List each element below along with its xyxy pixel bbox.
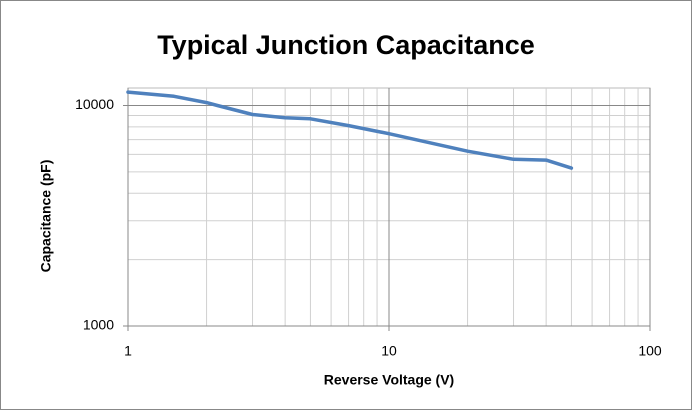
x-tick-label: 10: [381, 343, 397, 359]
x-axis-label: Reverse Voltage (V): [324, 372, 454, 388]
x-tick-label: 1: [124, 343, 132, 359]
data-line: [126, 90, 574, 170]
y-axis-label: Capacitance (pF): [38, 160, 54, 273]
x-tick-label: 100: [638, 343, 662, 359]
chart-title: Typical Junction Capacitance: [157, 30, 535, 60]
y-tick-label: 1000: [83, 317, 114, 333]
y-tick-label: 10000: [75, 96, 114, 112]
